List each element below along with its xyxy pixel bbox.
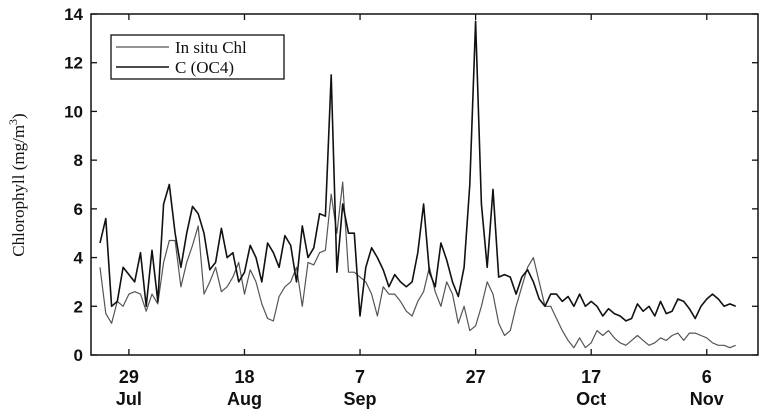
legend-label-in-situ: In situ Chl	[175, 38, 247, 57]
series-line-in-situ-chl	[99, 181, 736, 349]
x-tick-day-label: 18	[234, 367, 254, 387]
x-tick-day-label: 29	[119, 367, 139, 387]
series-line-oc4	[99, 20, 737, 322]
x-tick-month-label: Aug	[227, 389, 262, 409]
x-tick-day-label: 6	[702, 367, 712, 387]
legend-box	[110, 34, 285, 80]
series-layer	[99, 20, 737, 349]
x-tick-month-label: Oct	[576, 389, 606, 409]
y-tick-label: 10	[64, 102, 83, 121]
y-axis-title-superscript: 3	[6, 119, 20, 125]
y-tick-label: 14	[64, 5, 83, 24]
x-tick-month-label: Sep	[344, 389, 377, 409]
y-axis-title-main: Chlorophyll (mg/m	[9, 125, 28, 257]
y-tick-label: 2	[74, 297, 83, 316]
x-tick-month-label: Jul	[116, 389, 142, 409]
y-axis-title-close: )	[9, 113, 28, 119]
y-axis: 0 2 4 6 8 10 12 14	[64, 5, 758, 365]
y-tick-label: 6	[74, 200, 83, 219]
y-tick-label: 12	[64, 54, 83, 73]
x-tick-day-label: 17	[581, 367, 601, 387]
y-tick-label: 8	[74, 151, 83, 170]
y-tick-label: 4	[74, 249, 84, 268]
legend-label-oc4: C (OC4)	[175, 58, 234, 77]
x-tick-month-label: Nov	[690, 389, 724, 409]
x-tick-day-label: 27	[466, 367, 486, 387]
y-axis-title: Chlorophyll (mg/m3)	[6, 113, 28, 256]
y-tick-label: 0	[74, 346, 83, 365]
legend: In situ Chl C (OC4)	[110, 34, 285, 80]
x-tick-day-label: 7	[355, 367, 365, 387]
